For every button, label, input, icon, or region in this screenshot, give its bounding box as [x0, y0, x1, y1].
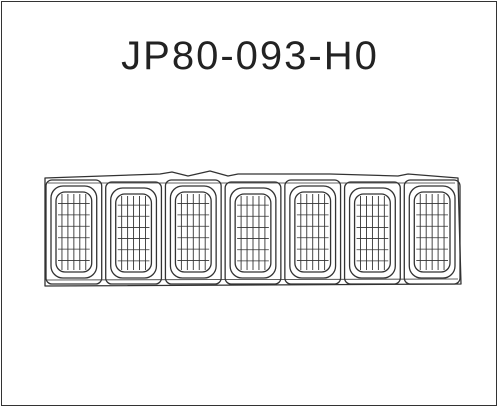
- slot-bezel: [408, 185, 456, 279]
- slot-housing: [224, 181, 282, 285]
- mesh-frame: [413, 191, 451, 273]
- slot-housing: [105, 181, 163, 285]
- slot-housing: [164, 179, 222, 285]
- part-number-title: JP80-093-H0: [121, 34, 379, 78]
- slot-housing: [343, 181, 401, 285]
- slot-bezel: [229, 187, 277, 279]
- grille-slot: [284, 179, 342, 285]
- grille-slot: [45, 179, 103, 285]
- mesh-frame: [174, 191, 212, 273]
- slot-housing: [45, 179, 103, 285]
- mesh-frame: [353, 193, 391, 273]
- slot-bezel: [348, 187, 396, 279]
- slot-housing: [403, 179, 461, 285]
- grille-slot: [343, 181, 401, 285]
- grille-slot: [403, 179, 461, 285]
- grille-slot: [224, 181, 282, 285]
- mesh-frame: [234, 193, 272, 273]
- mesh-frame: [55, 191, 93, 273]
- grille-bottom-ridge: [46, 278, 459, 281]
- grille-slot: [105, 181, 163, 285]
- mesh-frame: [294, 191, 332, 273]
- slot-housing: [284, 179, 342, 285]
- slot-bezel: [169, 185, 217, 279]
- mesh-frame: [115, 193, 153, 273]
- slot-bezel: [50, 185, 98, 279]
- slot-bezel: [289, 185, 337, 279]
- grille-slot: [164, 179, 222, 285]
- slot-bezel: [110, 187, 158, 279]
